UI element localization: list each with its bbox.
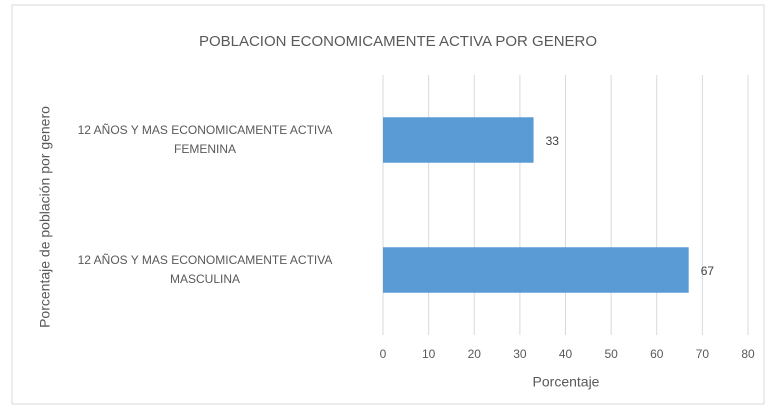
y-tick-label: 12 AÑOS Y MAS ECONOMICAMENTE ACTIVA FEME… (77, 123, 333, 156)
x-tick-label: 30 (513, 347, 527, 361)
x-tick-label: 70 (696, 347, 710, 361)
chart-border (11, 4, 765, 405)
chart-title: POBLACION ECONOMICAMENTE ACTIVA POR GENE… (199, 33, 597, 50)
x-tick-label: 40 (559, 347, 573, 361)
data-label: 67 (701, 264, 715, 278)
x-tick-label: 50 (604, 347, 618, 361)
bar (383, 247, 689, 293)
x-tick-label: 60 (650, 347, 664, 361)
x-tick-label: 0 (380, 347, 387, 361)
y-tick-label: 12 AÑOS Y MAS ECONOMICAMENTE ACTIVA MASC… (77, 253, 333, 286)
data-label: 33 (546, 134, 560, 148)
bar (383, 117, 534, 163)
x-tick-label: 80 (741, 347, 755, 361)
y-axis-title: Porcentaje de población por genero (37, 106, 53, 328)
x-axis-title: Porcentaje (533, 374, 600, 390)
x-tick-label: 10 (422, 347, 436, 361)
x-tick-label: 20 (468, 347, 482, 361)
